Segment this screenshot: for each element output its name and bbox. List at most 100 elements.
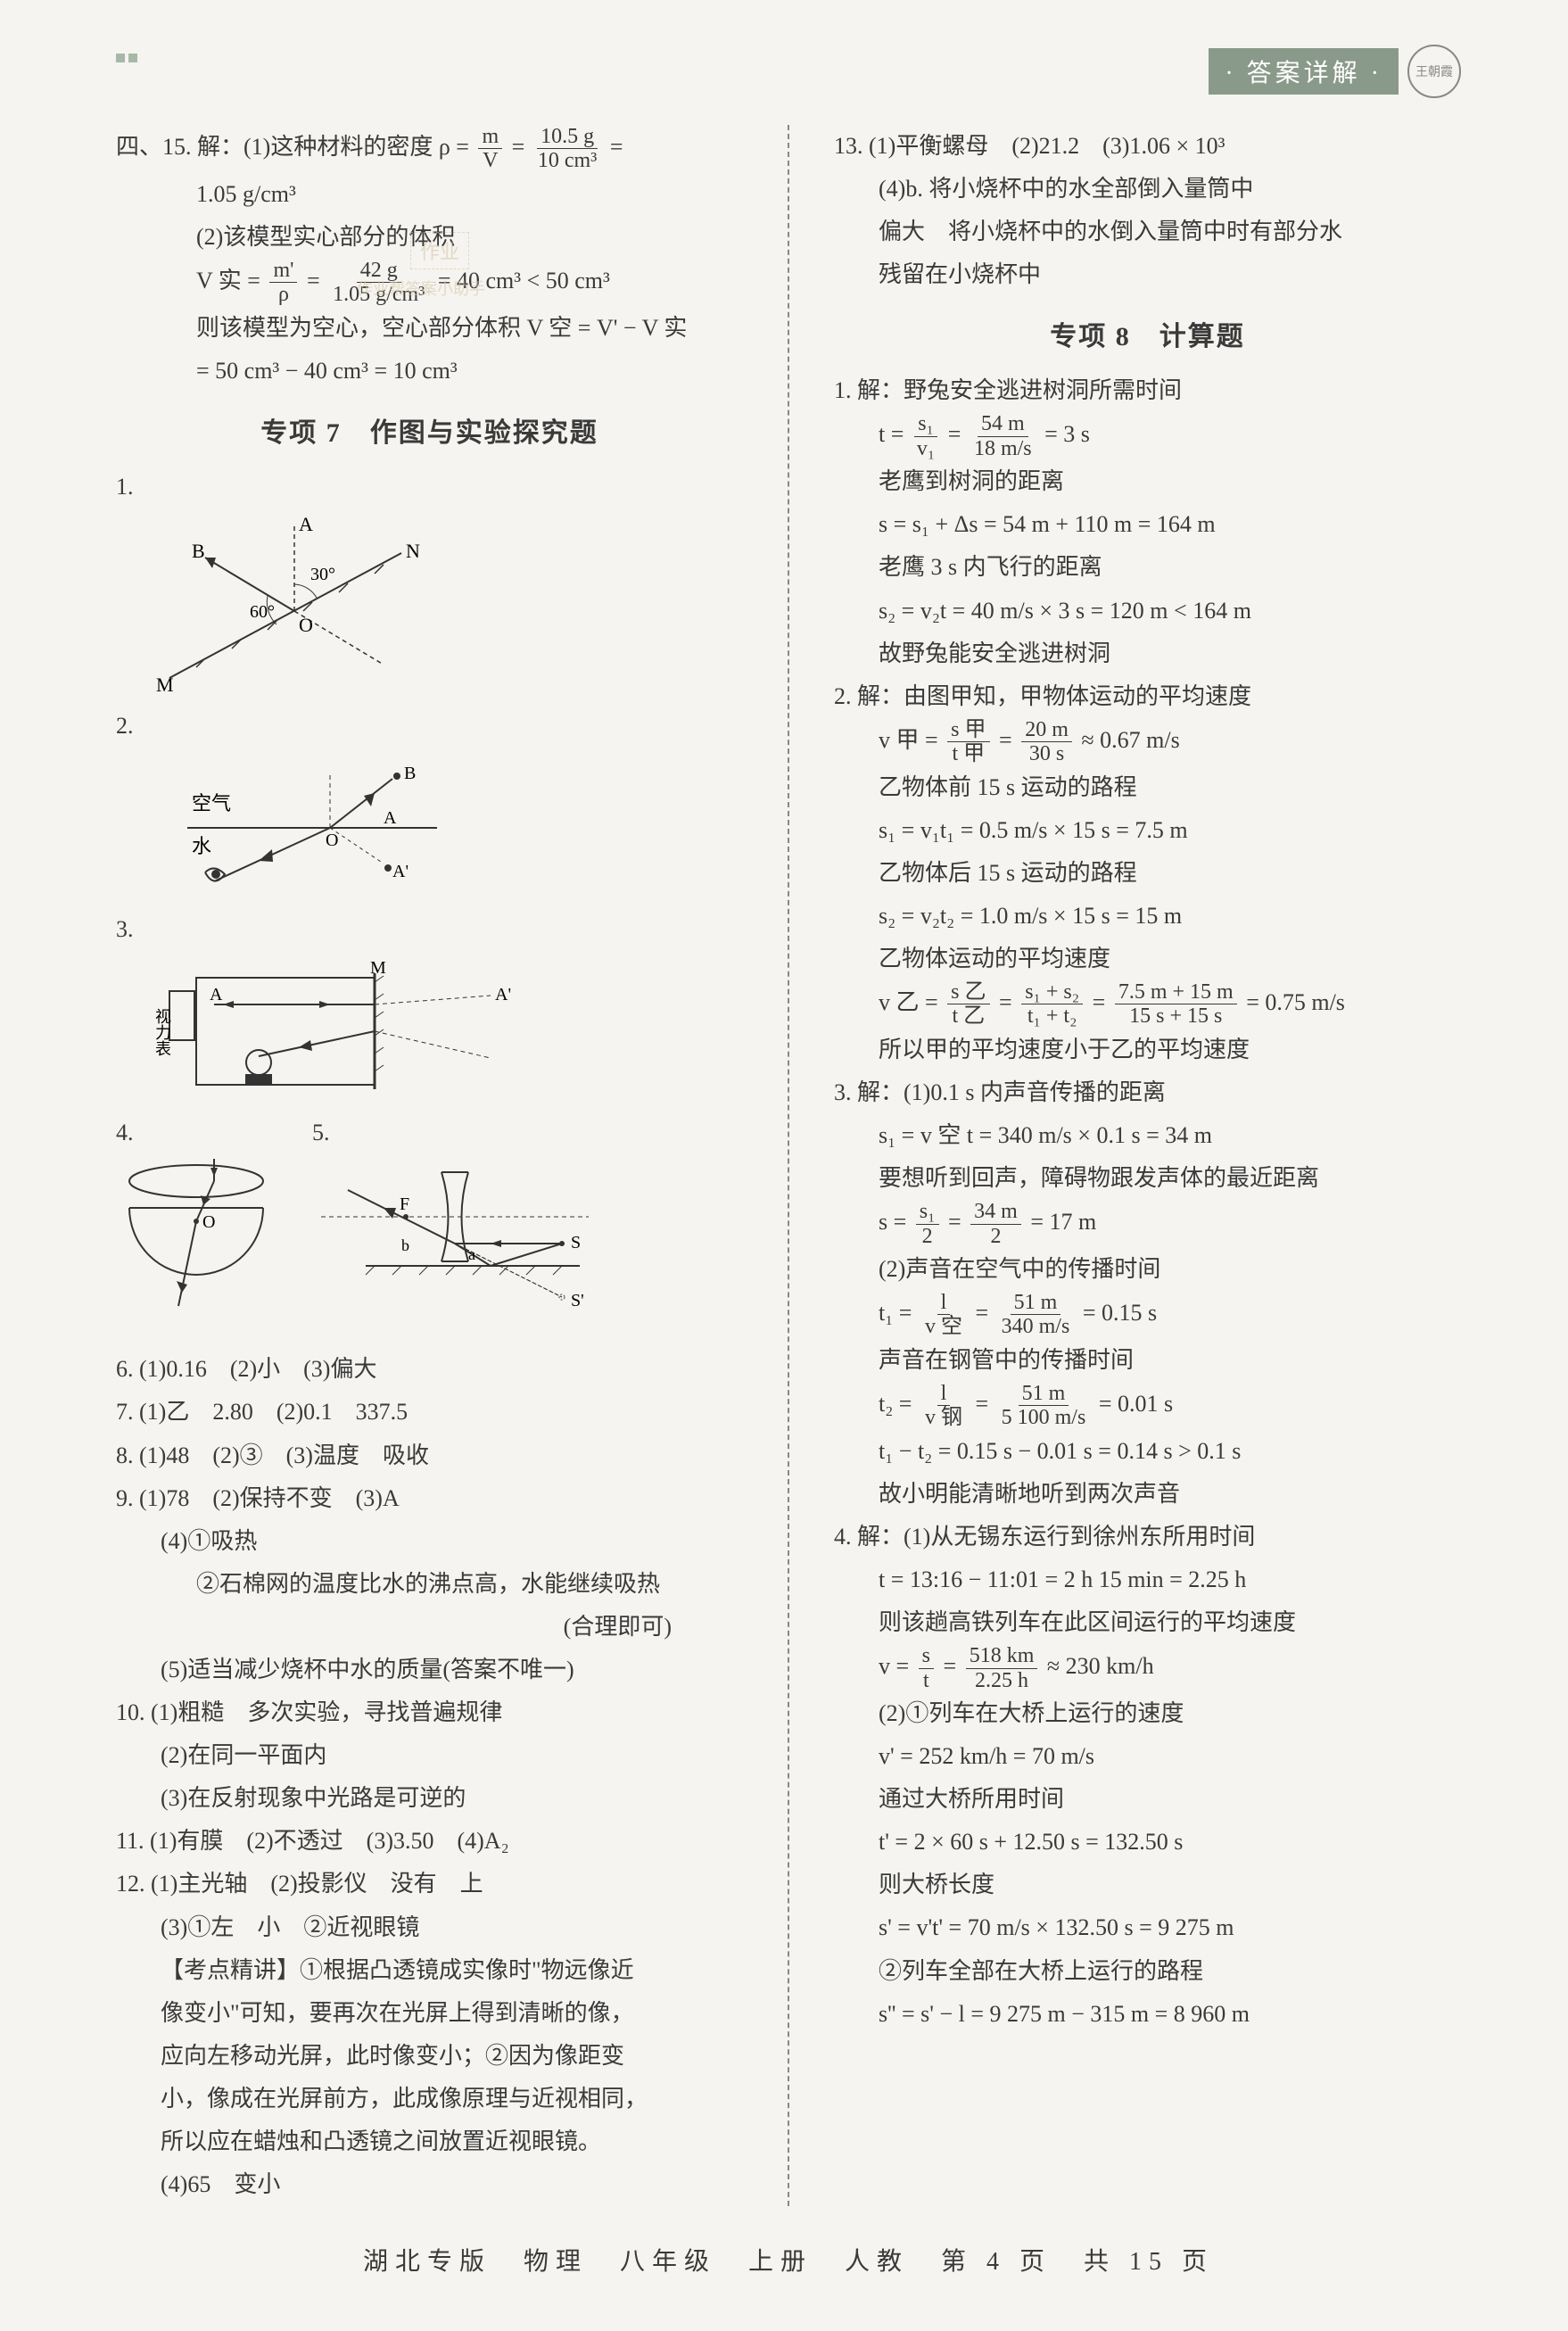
svg-text:a: a (468, 1245, 475, 1263)
diag2-num: 2. (116, 705, 743, 748)
q12-8: (4)65 变小 (116, 2163, 743, 2206)
fraction: m'ρ (269, 259, 297, 307)
r-q2-4: s₁ = v₁t₁ = 0.5 m/s × 15 s = 7.5 m (834, 809, 1461, 852)
q13-4: 残留在小烧杯中 (834, 253, 1461, 296)
r-q4-12: s'' = s' − l = 9 275 m − 315 m = 8 960 m (834, 1993, 1461, 2036)
r-q3-6: t₁ = lv 空 = 51 m340 m/s = 0.15 s (834, 1291, 1461, 1339)
left-column: 四、15. 解：(1)这种材料的密度 ρ = mV = 10.5 g10 cm³… (116, 125, 743, 2206)
r-q4-1: 4. 解：(1)从无锡东运行到徐州东所用时间 (834, 1516, 1461, 1558)
diag4-num: 4. (116, 1112, 276, 1154)
r-q3-5: (2)声音在空气中的传播时间 (834, 1248, 1461, 1291)
r-q1-6: s₂ = v₂t = 40 m/s × 3 s = 120 m < 164 m (834, 590, 1461, 632)
diag3-num: 3. (116, 908, 743, 951)
diagram-3: 视力表 A M A' (152, 960, 743, 1103)
svg-text:A': A' (392, 862, 409, 881)
q6: 6. (1)0.16 (2)小 (3)偏大 (116, 1348, 743, 1391)
header-deco-icon (116, 54, 143, 80)
r-q4-9: 则大桥长度 (834, 1864, 1461, 1906)
r-q2-3: 乙物体前 15 s 运动的路程 (834, 766, 1461, 809)
svg-text:A: A (384, 808, 397, 828)
header-badge: · 答案详解 · (1209, 48, 1399, 95)
svg-text:S': S' (571, 1291, 584, 1310)
diagram-2: 空气 水 O A A' B (152, 756, 743, 899)
q9-5: (5)适当减少烧杯中水的质量(答案不唯一) (116, 1649, 743, 1691)
diag1-num: 1. (116, 466, 743, 508)
diag5-num: 5. (312, 1112, 598, 1154)
svg-text:S: S (571, 1233, 581, 1252)
r-q1-5: 老鹰 3 s 内飞行的距离 (834, 546, 1461, 589)
diag5: 5. F S S' (312, 1112, 598, 1339)
q9-4: (合理即可) (116, 1606, 743, 1649)
r-q1-1: 1. 解：野兔安全逃进树洞所需时间 (834, 369, 1461, 412)
svg-text:O: O (326, 831, 338, 850)
svg-text:B: B (192, 540, 205, 562)
diagram-row-45: 4. O 5. (116, 1112, 743, 1339)
q15-text: 解：(1)这种材料的密度 ρ = (197, 134, 469, 160)
q10-3: (3)在反射现象中光路是可逆的 (116, 1777, 743, 1820)
r-q2-8: v 乙 = s 乙t 乙 = s₁ + s₂t₁ + t₂ = 7.5 m + … (834, 980, 1461, 1029)
q15-line6: = 50 cm³ − 40 cm³ = 10 cm³ (116, 350, 743, 393)
r-q2-6: s₂ = v₂t₂ = 1.0 m/s × 15 s = 15 m (834, 895, 1461, 938)
r-q4-6: v' = 252 km/h = 70 m/s (834, 1735, 1461, 1778)
r-q4-2: t = 13:16 − 11:01 = 2 h 15 min = 2.25 h (834, 1558, 1461, 1601)
page-footer: 湖北专版 物理 八年级 上册 人教 第 4 页 共 15 页 (116, 2242, 1461, 2277)
q11: 11. (1)有膜 (2)不透过 (3)3.50 (4)A₂ (116, 1820, 743, 1863)
r-q2-2: v 甲 = s 甲t 甲 = 20 m30 s ≈ 0.67 m/s (834, 718, 1461, 766)
q8: 8. (1)48 (2)③ (3)温度 吸收 (116, 1434, 743, 1477)
r-q1-3: 老鹰到树洞的距离 (834, 460, 1461, 503)
page-header: · 答案详解 · 王朝霞 (116, 45, 1461, 98)
q7: 7. (1)乙 2.80 (2)0.1 337.5 (116, 1391, 743, 1434)
q12-3: 【考点精讲】①根据凸透镜成实像时"物远像近 (116, 1949, 743, 1992)
svg-text:视力表: 视力表 (153, 1008, 171, 1056)
q15-line1: 四、15. 解：(1)这种材料的密度 ρ = mV = 10.5 g10 cm³… (116, 125, 743, 173)
q13-3: 偏大 将小烧杯中的水倒入量筒中时有部分水 (834, 211, 1461, 253)
r-q4-5: (2)①列车在大桥上运行的速度 (834, 1692, 1461, 1735)
r-q3-10: 故小明能清晰地听到两次声音 (834, 1473, 1461, 1516)
watermark-box: 作业 (410, 232, 469, 269)
r-q4-11: ②列车全部在大桥上运行的路程 (834, 1950, 1461, 1993)
r-q3-4: s = s₁2 = 34 m2 = 17 m (834, 1200, 1461, 1248)
svg-text:b: b (401, 1236, 409, 1254)
r-q2-7: 乙物体运动的平均速度 (834, 938, 1461, 980)
diagram-1: A B N M O 30° 60° (152, 517, 743, 696)
q15-line5: 则该模型为空心，空心部分体积 V 空 = V' − V 实 (116, 307, 743, 350)
svg-text:F: F (400, 1194, 409, 1214)
q9-2: (4)①吸热 (116, 1520, 743, 1563)
r-q4-7: 通过大桥所用时间 (834, 1778, 1461, 1821)
r-q2-1: 2. 解：由图甲知，甲物体运动的平均速度 (834, 675, 1461, 718)
q12-7: 所以应在蜡烛和凸透镜之间放置近视眼镜。 (116, 2120, 743, 2163)
q10-1: 10. (1)粗糙 多次实验，寻找普遍规律 (116, 1691, 743, 1734)
svg-text:A': A' (495, 985, 511, 1004)
q12-4: 像变小"可知，要再次在光屏上得到清晰的像， (116, 1992, 743, 2035)
q9-1: 9. (1)78 (2)保持不变 (3)A (116, 1477, 743, 1520)
q15-line2: 1.05 g/cm³ (116, 173, 743, 216)
r-q1-4: s = s₁ + Δs = 54 m + 110 m = 164 m (834, 503, 1461, 546)
q12-2: (3)①左 小 ②近视眼镜 (116, 1906, 743, 1949)
header-stamp: 王朝霞 (1407, 45, 1461, 98)
r-q4-3: 则该趟高铁列车在此区间运行的平均速度 (834, 1601, 1461, 1644)
q9-3: ②石棉网的温度比水的沸点高，水能继续吸热 (116, 1563, 743, 1606)
diag4: 4. O (116, 1112, 276, 1321)
watermark-text: 作业帮答案小助手 (357, 277, 485, 300)
svg-text:A: A (299, 517, 313, 535)
q12-1: 12. (1)主光轴 (2)投影仪 没有 上 (116, 1863, 743, 1905)
r-q1-2: t = s₁v₁ = 54 m18 m/s = 3 s (834, 412, 1461, 460)
svg-text:O: O (202, 1212, 215, 1232)
q13-1: 13. (1)平衡螺母 (2)21.2 (3)1.06 × 10³ (834, 125, 1461, 168)
r-q3-3: 要想听到回声，障碍物跟发声体的最近距离 (834, 1157, 1461, 1200)
r-q3-8: t₂ = lv 钢 = 51 m5 100 m/s = 0.01 s (834, 1382, 1461, 1430)
fraction: 10.5 g10 cm³ (534, 125, 601, 173)
svg-text:A: A (210, 985, 223, 1004)
right-column: 13. (1)平衡螺母 (2)21.2 (3)1.06 × 10³ (4)b. … (834, 125, 1461, 2206)
svg-text:30°: 30° (310, 565, 335, 584)
q10-2: (2)在同一平面内 (116, 1734, 743, 1777)
r-q3-1: 3. 解：(1)0.1 s 内声音传播的距离 (834, 1071, 1461, 1114)
r-q4-4: v = st = 518 km2.25 h ≈ 230 km/h (834, 1644, 1461, 1692)
content-columns: 四、15. 解：(1)这种材料的密度 ρ = mV = 10.5 g10 cm³… (116, 125, 1461, 2206)
svg-text:O: O (299, 614, 313, 636)
r-q4-10: s' = v't' = 70 m/s × 132.50 s = 9 275 m (834, 1906, 1461, 1949)
fraction: mV (478, 125, 502, 173)
section8-title: 专项 8 计算题 (834, 314, 1461, 353)
svg-text:M: M (156, 674, 174, 696)
svg-text:M: M (370, 960, 386, 978)
